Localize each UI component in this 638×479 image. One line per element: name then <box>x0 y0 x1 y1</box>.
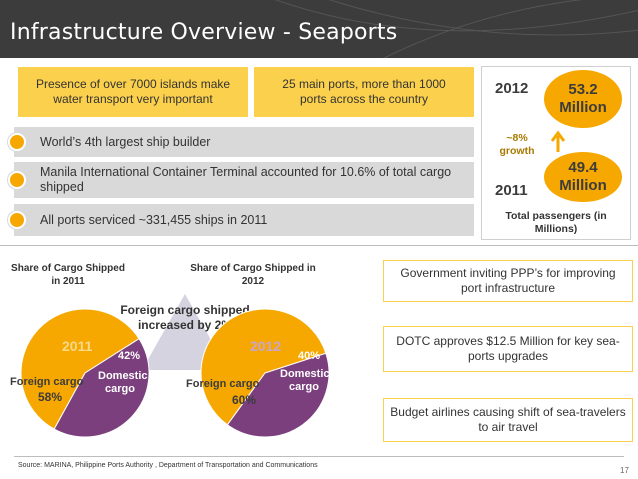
chart-title-2012: Share of Cargo Shipped in 2012 <box>190 263 316 287</box>
pie-charts <box>20 308 330 438</box>
chart-title-2011: Share of Cargo Shipped in 2011 <box>11 263 125 287</box>
source-note: Source: MARINA, Philippine Ports Authori… <box>18 462 318 469</box>
pie-callout: Foreign cargo shipped increased by 2% <box>120 303 250 332</box>
header-decoration <box>274 0 638 58</box>
bullet-text: World’s 4th largest ship builder <box>40 134 211 149</box>
passengers-panel <box>481 66 631 240</box>
orange-bullet-icon <box>8 133 26 151</box>
year-2012-label: 2012 <box>495 80 529 97</box>
note-dotc: DOTC approves $12.5 Million for key sea-… <box>383 326 633 372</box>
year-2011-label: 2011 <box>495 182 528 199</box>
bullet-text: All ports serviced ~331,455 ships in 201… <box>40 212 268 227</box>
domestic-2012-value: 40% <box>298 350 321 362</box>
foreign-2012-value: 60% <box>232 393 257 407</box>
bullet-bar-shipbuilder: World’s 4th largest ship builder <box>14 127 474 157</box>
orange-bullet-icon <box>8 171 26 189</box>
domestic-2012-label: Domestic cargo <box>280 368 330 393</box>
growth-label: ~8% growth <box>499 132 535 157</box>
passengers-2011-unit: Million <box>559 177 607 194</box>
note-budget-airlines: Budget airlines causing shift of sea-tra… <box>383 398 633 442</box>
bullet-text: Manila International Container Terminal … <box>40 165 452 194</box>
pie-slice-domestic-cargo <box>226 352 330 438</box>
section-divider <box>0 245 638 246</box>
passengers-2012-unit: Million <box>559 99 607 116</box>
foreign-2012-label: Foreign cargo <box>186 378 260 390</box>
passengers-2012-value: 53.2 <box>568 81 598 98</box>
passengers-2011-value: 49.4 <box>568 159 598 176</box>
orange-bullet-icon <box>8 211 26 229</box>
footer-rule <box>14 456 624 457</box>
passengers-2011-circle: 49.4 Million <box>544 152 622 202</box>
foreign-2011-label: Foreign cargo <box>10 376 84 388</box>
ports-fact: 25 main ports, more than 1000 ports acro… <box>254 67 474 117</box>
passengers-caption: Total passengers (in Millions) <box>505 210 607 235</box>
bullet-bar-mict: Manila International Container Terminal … <box>14 162 474 198</box>
header-bar: Infrastructure Overview - Seaports <box>0 0 638 58</box>
pie-year-2012: 2012 <box>250 338 282 354</box>
pie-slice-foreign-cargo <box>200 308 327 426</box>
foreign-2011-value: 58% <box>38 390 63 404</box>
page-number: 17 <box>620 466 629 475</box>
domestic-2011-value: 42% <box>118 350 141 362</box>
bullet-bar-ships: All ports serviced ~331,455 ships in 201… <box>14 204 474 236</box>
pie-year-2011: 2011 <box>62 338 93 354</box>
pie-slice-foreign-cargo <box>20 308 140 430</box>
note-ppp: Government inviting PPP’s for improving … <box>383 260 633 302</box>
pie-slice-domestic-cargo <box>53 338 150 438</box>
islands-fact: Presence of over 7000 islands make water… <box>18 67 248 117</box>
growth-arrow-icon <box>550 130 566 152</box>
domestic-2011-label: Domestic cargo <box>98 370 148 395</box>
passengers-2012-circle: 53.2 Million <box>544 70 622 128</box>
page-title: Infrastructure Overview - Seaports <box>10 20 398 45</box>
